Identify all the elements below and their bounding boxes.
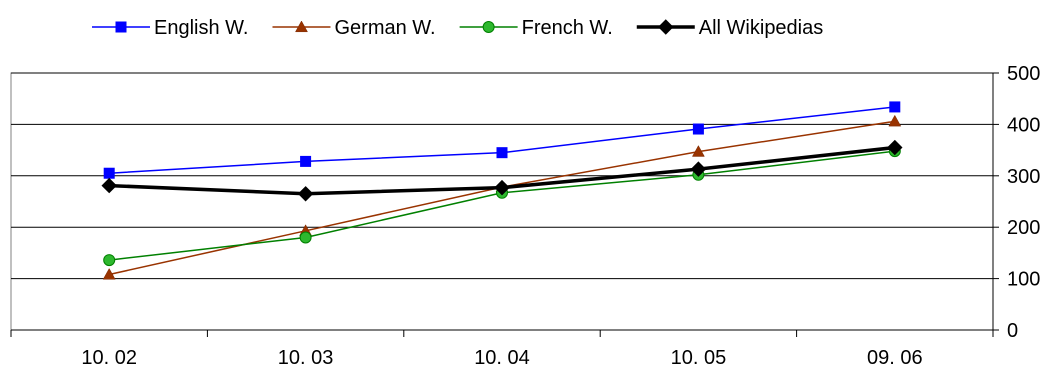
x-tick-label: 10. 02 — [81, 347, 137, 369]
data-point-all-wikipedias — [690, 161, 707, 177]
x-tick-label: 10. 05 — [671, 347, 727, 369]
series-group — [101, 101, 903, 280]
y-tick-label: 200 — [1007, 217, 1040, 239]
data-point-english-w — [300, 155, 312, 167]
legend-label: English W. — [154, 17, 248, 39]
y-tick-label: 0 — [1007, 320, 1018, 342]
y-tick-label: 100 — [1007, 269, 1040, 291]
tick-labels: 0 100 200 300 400 500 10. 02 10. 03 10. 04 10. 05… — [81, 63, 1040, 369]
data-point-all-wikipedias — [297, 186, 314, 202]
data-point-english-w — [692, 123, 704, 135]
legend-item-french-w: French W. — [459, 17, 613, 39]
legend-marker — [115, 21, 127, 33]
data-point-french-w — [103, 254, 116, 267]
x-tick-label: 09. 06 — [867, 347, 923, 369]
data-point-all-wikipedias — [101, 177, 117, 194]
data-point-french-w — [299, 231, 312, 244]
y-tick-label: 300 — [1007, 166, 1040, 188]
series-english-w — [103, 101, 901, 179]
legend-label: German W. — [334, 17, 435, 39]
data-point-english-w — [103, 167, 115, 179]
data-point-german-w — [888, 114, 902, 127]
legend-item-all-wikipedias: All Wikipedias — [636, 17, 823, 39]
series-all-wikipedias — [101, 139, 903, 202]
legend: English W. German W. French W. All Wikipedi… — [92, 17, 823, 39]
data-point-german-w — [102, 267, 116, 280]
plot-area-frame — [10, 72, 994, 331]
axes — [10, 72, 999, 337]
legend-marker — [482, 21, 495, 33]
x-tick-label: 10. 03 — [278, 347, 334, 369]
legend-marker — [295, 20, 308, 33]
legend-label: All Wikipedias — [699, 17, 823, 39]
gridlines — [11, 72, 993, 280]
plot-area — [10, 72, 994, 331]
legend-label: French W. — [522, 17, 613, 39]
legend-item-english-w: English W. — [92, 17, 248, 39]
series-line-french-w — [109, 150, 895, 261]
data-point-all-wikipedias — [887, 139, 903, 156]
data-point-english-w — [496, 147, 508, 159]
legend-marker — [658, 19, 674, 35]
y-tick-label: 400 — [1007, 114, 1040, 136]
y-tick-label: 500 — [1007, 63, 1040, 85]
data-point-all-wikipedias — [494, 179, 510, 196]
legend-item-german-w: German W. — [272, 17, 436, 39]
data-point-german-w — [691, 145, 705, 157]
series-french-w — [103, 145, 901, 267]
data-point-english-w — [889, 101, 901, 113]
x-tick-label: 10. 04 — [474, 347, 530, 369]
